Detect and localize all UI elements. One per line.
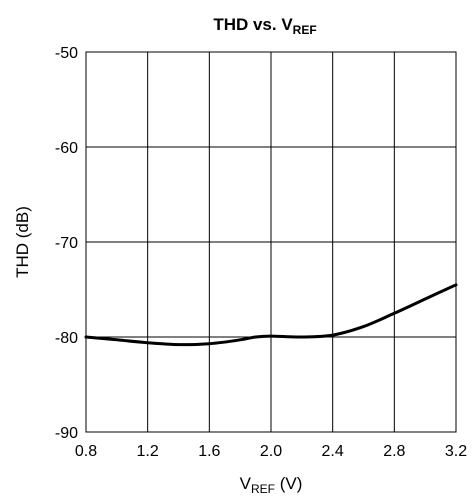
y-tick-label: -60 bbox=[55, 140, 78, 157]
x-tick-label: 2.0 bbox=[260, 443, 282, 460]
y-tick-label: -80 bbox=[55, 330, 78, 347]
x-tick-label: 0.8 bbox=[75, 443, 97, 460]
x-axis-label: VREF (V) bbox=[240, 474, 303, 496]
y-tick-labels: -50 -60 -70 -80 -90 bbox=[55, 45, 78, 442]
y-tick-label: -70 bbox=[55, 235, 78, 252]
x-tick-labels: 0.8 1.2 1.6 2.0 2.4 2.8 3.2 bbox=[75, 443, 467, 460]
x-tick-label: 1.2 bbox=[137, 443, 159, 460]
x-tick-label: 1.6 bbox=[198, 443, 220, 460]
thd-series-line bbox=[84, 283, 458, 347]
y-tick-label: -50 bbox=[55, 45, 78, 62]
plot-frame bbox=[85, 51, 457, 433]
grid-lines bbox=[86, 52, 456, 432]
y-axis-label: THD (dB) bbox=[13, 206, 32, 278]
series-layer bbox=[84, 283, 458, 347]
x-tick-label: 2.8 bbox=[383, 443, 405, 460]
x-tick-label: 2.4 bbox=[322, 443, 344, 460]
x-tick-label: 3.2 bbox=[445, 443, 467, 460]
chart-title: THD vs. VREF bbox=[213, 15, 316, 37]
y-tick-label: -90 bbox=[55, 425, 78, 442]
